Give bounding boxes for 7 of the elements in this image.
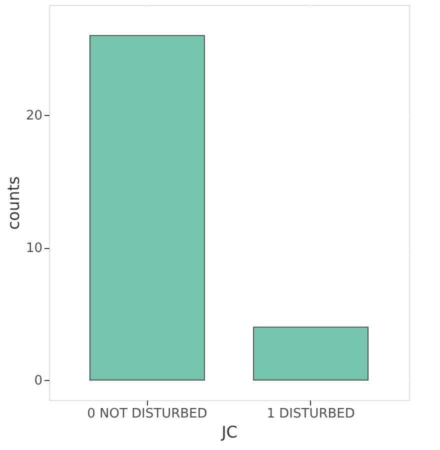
x-axis-title: JC (220, 422, 238, 442)
y-axis-title: counts (4, 176, 23, 230)
x-tick-label: 1 DISTURBED (266, 406, 355, 422)
y-tick-label: 0 (34, 374, 42, 389)
y-tick-label: 20 (26, 108, 42, 124)
x-tick-label: 0 NOT DISTURBED (87, 406, 208, 422)
y-tick-label: 10 (26, 241, 42, 256)
